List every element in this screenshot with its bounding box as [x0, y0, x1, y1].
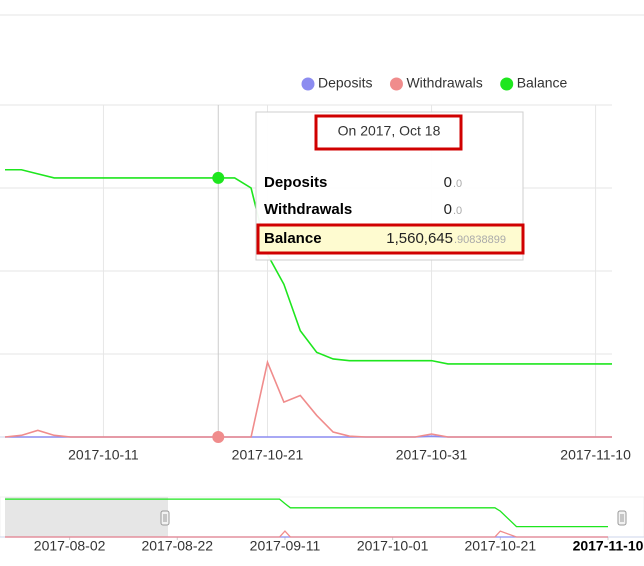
highlight-box	[314, 114, 463, 151]
legend-symbol	[389, 77, 403, 91]
x-tick-label: 2017-08-22	[141, 538, 213, 554]
navigator: 2017-08-02 2017-08-22 2017-09-11 2017-10-01…	[0, 496, 644, 554]
tooltip-value: 0	[444, 174, 452, 191]
tooltip-fraction: .0	[453, 205, 462, 217]
highlight-row	[256, 223, 525, 255]
series-line	[5, 530, 608, 538]
series-line	[5, 168, 612, 365]
hover-marker	[212, 171, 225, 184]
x-tick-label: 2017-10-31	[396, 447, 468, 463]
tooltip-label: Deposits	[264, 174, 327, 191]
legend-symbol	[500, 77, 514, 91]
tooltip-value: 1,560,645	[386, 230, 453, 247]
x-tick-label: 2017-08-02	[34, 538, 106, 554]
tooltip-title: On 2017, Oct 18	[338, 123, 441, 139]
x-tick-label: 2017-10-21	[232, 447, 304, 463]
x-tick-label: 2017-09-11	[250, 538, 321, 554]
tooltip-label: Balance	[264, 230, 322, 247]
tooltip-value: 0	[444, 201, 452, 218]
tooltip-fraction: .90838899	[454, 234, 506, 246]
x-tick-label: 2017-10-21	[465, 538, 537, 554]
legend-label: Deposits	[318, 75, 372, 91]
legend: Deposits Withdrawals Balance	[301, 75, 568, 91]
x-tick-label: 2017-11-10	[560, 447, 631, 463]
navigator-mask	[5, 497, 168, 537]
series-line	[5, 498, 608, 528]
tooltip-fraction: .0	[453, 178, 462, 190]
navigator-handle-right	[617, 510, 627, 526]
x-tick-label: 2017-10-01	[357, 538, 429, 554]
series-line	[4, 359, 612, 438]
legend-label: Balance	[517, 75, 568, 91]
x-tick-label: 2017-11-10	[573, 538, 644, 554]
legend-label: Withdrawals	[406, 75, 482, 91]
navigator-handle-left	[160, 510, 170, 526]
tooltip-label: Withdrawals	[264, 201, 352, 218]
legend-symbol	[301, 77, 315, 91]
main-chart: 2017-10-11 2017-10-21 2017-10-31 2017-11-10…	[0, 75, 631, 463]
hover-marker	[212, 431, 225, 443]
x-tick-label: 2017-10-11	[68, 447, 139, 463]
